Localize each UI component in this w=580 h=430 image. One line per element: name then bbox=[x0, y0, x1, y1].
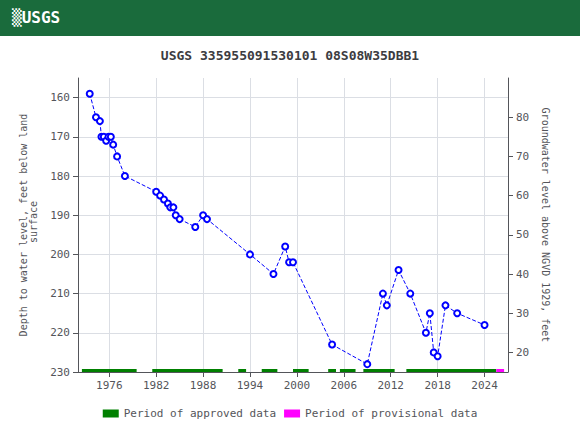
svg-text:▒USGS: ▒USGS bbox=[12, 8, 60, 27]
svg-text:70: 70 bbox=[516, 150, 529, 163]
svg-text:Period of approved data: Period of approved data bbox=[124, 407, 276, 420]
svg-text:190: 190 bbox=[50, 209, 70, 222]
svg-text:surface: surface bbox=[28, 201, 39, 249]
svg-text:50: 50 bbox=[516, 228, 529, 241]
svg-text:40: 40 bbox=[516, 268, 529, 281]
svg-text:210: 210 bbox=[50, 287, 70, 300]
svg-text:20: 20 bbox=[516, 346, 529, 359]
svg-text:2024: 2024 bbox=[471, 379, 498, 392]
svg-text:1982: 1982 bbox=[143, 379, 170, 392]
svg-text:2006: 2006 bbox=[331, 379, 358, 392]
svg-text:1988: 1988 bbox=[190, 379, 217, 392]
svg-text:200: 200 bbox=[50, 248, 70, 261]
svg-text:160: 160 bbox=[50, 91, 70, 104]
svg-text:1994: 1994 bbox=[237, 379, 264, 392]
svg-text:2012: 2012 bbox=[377, 379, 404, 392]
svg-text:2018: 2018 bbox=[424, 379, 451, 392]
svg-text:Depth to water level, feet bel: Depth to water level, feet below land bbox=[17, 113, 29, 337]
svg-text:2000: 2000 bbox=[284, 379, 311, 392]
svg-text:170: 170 bbox=[50, 130, 70, 143]
svg-text:180: 180 bbox=[50, 170, 70, 183]
svg-text:220: 220 bbox=[50, 326, 70, 339]
svg-text:30: 30 bbox=[516, 307, 529, 320]
svg-text:80: 80 bbox=[516, 111, 529, 124]
svg-text:1976: 1976 bbox=[96, 379, 123, 392]
svg-text:Groundwater level above NGVD 1: Groundwater level above NGVD 1929, feet bbox=[540, 108, 551, 343]
svg-text:230: 230 bbox=[50, 366, 70, 379]
svg-text:USGS 335955091530101 08S08W35D: USGS 335955091530101 08S08W35DBB1 bbox=[161, 48, 419, 63]
svg-text:Period of provisional data: Period of provisional data bbox=[305, 407, 477, 420]
svg-text:60: 60 bbox=[516, 189, 529, 202]
